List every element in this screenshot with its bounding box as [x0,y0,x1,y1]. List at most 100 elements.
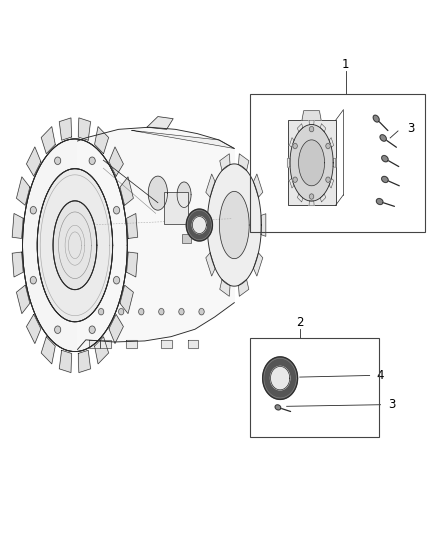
Circle shape [326,143,330,149]
Polygon shape [22,139,127,352]
Polygon shape [275,405,281,410]
Polygon shape [239,279,249,296]
Circle shape [30,277,36,284]
Polygon shape [148,176,167,210]
Polygon shape [12,252,23,277]
Polygon shape [290,179,294,188]
Polygon shape [17,177,30,205]
Text: 3: 3 [388,398,395,411]
Polygon shape [109,314,124,344]
Polygon shape [41,337,55,364]
Polygon shape [78,127,234,350]
Polygon shape [147,117,173,130]
Polygon shape [37,168,113,322]
Polygon shape [95,127,109,154]
Polygon shape [261,214,266,236]
Polygon shape [220,279,230,296]
Polygon shape [78,350,91,373]
Bar [251,338,379,437]
Polygon shape [254,174,263,197]
Polygon shape [109,147,124,176]
Polygon shape [239,154,249,171]
Circle shape [113,206,120,214]
Circle shape [30,206,36,214]
Circle shape [119,309,124,315]
Circle shape [99,309,104,315]
Circle shape [309,126,314,132]
Polygon shape [290,138,294,147]
Polygon shape [53,201,97,289]
Polygon shape [120,285,134,313]
Text: 2: 2 [296,316,304,329]
Polygon shape [297,124,303,132]
Polygon shape [203,214,208,236]
Polygon shape [187,340,198,348]
Polygon shape [333,158,336,167]
Circle shape [293,143,297,149]
Circle shape [179,309,184,315]
Polygon shape [302,111,321,120]
Polygon shape [299,140,325,186]
Polygon shape [177,182,191,207]
Polygon shape [219,191,249,259]
Polygon shape [329,179,334,188]
Polygon shape [329,138,334,147]
Circle shape [309,194,314,199]
Polygon shape [17,285,30,313]
Polygon shape [309,201,314,205]
Polygon shape [120,177,134,205]
Polygon shape [206,174,215,197]
Polygon shape [263,357,297,399]
Polygon shape [89,340,100,348]
Text: 4: 4 [211,196,219,209]
Circle shape [199,309,204,315]
Circle shape [113,277,120,284]
Polygon shape [132,131,234,149]
Bar [251,94,425,232]
Polygon shape [78,118,91,140]
Polygon shape [206,253,215,276]
Polygon shape [287,158,290,167]
Polygon shape [376,199,383,205]
Polygon shape [127,340,137,348]
Bar [182,234,191,243]
Text: 1: 1 [342,58,350,71]
Polygon shape [271,367,290,390]
Polygon shape [297,194,303,202]
Polygon shape [161,340,172,348]
Circle shape [139,309,144,315]
Polygon shape [320,124,326,132]
Polygon shape [380,135,386,141]
Polygon shape [41,127,55,154]
Polygon shape [127,214,138,238]
Polygon shape [320,194,326,202]
Polygon shape [127,252,138,277]
Circle shape [55,326,61,334]
Polygon shape [220,154,230,171]
Circle shape [326,177,330,182]
Bar [164,192,188,224]
Polygon shape [26,147,41,176]
Circle shape [89,157,95,165]
Polygon shape [26,314,41,344]
Polygon shape [290,125,333,201]
Circle shape [159,309,164,315]
Polygon shape [100,340,111,348]
Polygon shape [59,118,71,140]
Polygon shape [373,115,379,122]
Polygon shape [186,209,212,241]
Polygon shape [59,350,71,373]
Polygon shape [207,164,261,286]
Polygon shape [192,216,206,233]
Bar [288,120,336,205]
Polygon shape [254,253,263,276]
Polygon shape [12,214,23,238]
Circle shape [89,326,95,334]
Polygon shape [381,176,388,182]
Polygon shape [309,120,314,125]
Polygon shape [95,337,109,364]
Circle shape [293,177,297,182]
Text: 3: 3 [407,122,415,135]
Polygon shape [381,156,388,162]
Circle shape [55,157,61,165]
